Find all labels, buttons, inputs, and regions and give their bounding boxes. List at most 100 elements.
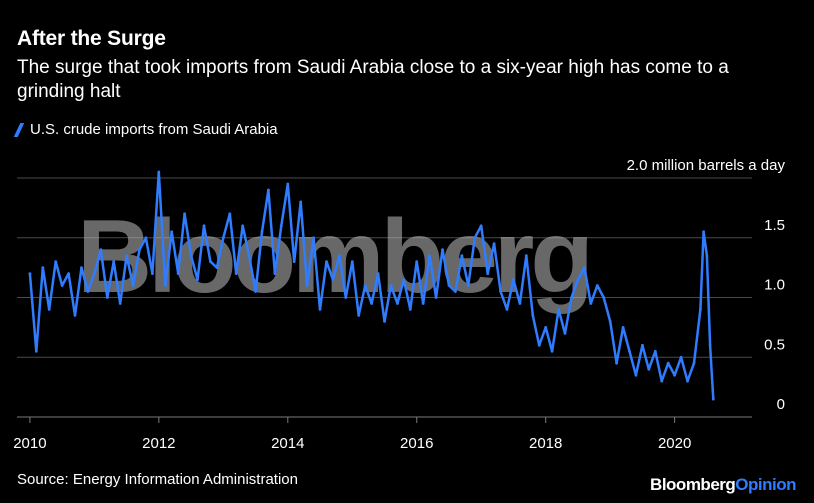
data-point	[454, 290, 457, 293]
data-point	[699, 308, 702, 311]
data-point	[708, 343, 712, 347]
data-point	[189, 254, 193, 258]
y-tick-label: 1.0	[764, 277, 785, 294]
data-point	[589, 302, 593, 305]
data-point	[325, 260, 328, 263]
data-point	[653, 349, 657, 353]
x-tick-label: 2018	[529, 435, 562, 452]
data-point	[396, 302, 399, 305]
data-point	[615, 361, 618, 365]
data-point	[34, 349, 38, 353]
data-point	[383, 320, 386, 323]
data-point	[176, 272, 180, 275]
data-point	[318, 308, 322, 311]
data-point	[131, 284, 135, 287]
data-point	[105, 296, 109, 299]
data-point	[692, 361, 696, 365]
brand-opinion: Opinion	[735, 475, 796, 494]
data-point	[531, 314, 535, 317]
data-point	[524, 254, 528, 258]
data-point	[312, 236, 315, 240]
data-point	[634, 373, 638, 377]
source-note: Source: Energy Information Administratio…	[17, 471, 298, 488]
legend: U.S. crude imports from Saudi Arabia	[13, 121, 278, 138]
data-point	[344, 296, 348, 299]
data-point	[473, 236, 477, 240]
y-tick-label: 1.5	[764, 217, 785, 234]
data-point	[144, 236, 148, 240]
data-point	[666, 361, 670, 365]
data-point	[28, 272, 32, 275]
data-point	[673, 373, 676, 377]
data-point	[41, 266, 45, 269]
data-point	[286, 182, 290, 186]
data-point	[570, 296, 573, 299]
data-point	[254, 290, 257, 293]
data-point	[428, 254, 431, 258]
data-point	[686, 379, 689, 383]
data-point	[157, 170, 161, 174]
data-point	[705, 254, 709, 258]
data-point	[125, 254, 128, 258]
data-point	[641, 343, 644, 347]
x-tick-label: 2012	[142, 435, 175, 452]
data-point	[338, 254, 341, 258]
y-tick-label: 0	[777, 396, 785, 413]
data-point	[170, 230, 174, 234]
data-point	[299, 200, 303, 204]
data-point	[660, 379, 664, 383]
data-point	[408, 308, 412, 311]
data-point	[86, 290, 90, 293]
chart-title: After the Surge	[17, 27, 166, 50]
data-point	[376, 272, 380, 275]
x-tick-label: 2010	[13, 435, 46, 452]
data-point	[118, 302, 122, 305]
data-point	[647, 367, 651, 371]
y-tick-label: 0.5	[764, 336, 785, 353]
data-point	[679, 355, 683, 359]
data-point	[112, 260, 116, 263]
data-point	[563, 332, 567, 335]
data-point	[279, 224, 283, 228]
data-point	[389, 284, 393, 287]
data-point	[499, 290, 502, 293]
data-point	[421, 302, 425, 305]
data-point	[711, 397, 715, 401]
x-tick-label: 2020	[658, 435, 691, 452]
brand-logo: BloombergOpinion	[650, 475, 796, 495]
data-point	[73, 314, 77, 317]
legend-label: U.S. crude imports from Saudi Arabia	[30, 121, 278, 138]
data-point	[138, 248, 141, 252]
data-point	[466, 284, 470, 287]
data-point	[221, 236, 225, 240]
data-point	[628, 349, 631, 353]
data-point	[151, 272, 154, 275]
data-point	[479, 224, 483, 228]
data-point	[209, 260, 212, 263]
data-point	[550, 349, 554, 353]
data-point	[260, 230, 264, 234]
data-point	[512, 278, 515, 281]
data-point	[595, 284, 599, 287]
data-point	[518, 302, 522, 305]
data-point	[54, 260, 58, 263]
data-point	[460, 254, 464, 258]
data-point	[557, 308, 560, 311]
data-point	[331, 278, 335, 281]
y-tick-label: 2.0 million barrels a day	[627, 157, 786, 174]
data-point	[486, 272, 490, 275]
brand-name: Bloomberg	[650, 475, 736, 494]
data-point	[357, 314, 361, 317]
data-point	[292, 260, 296, 263]
data-point	[80, 266, 83, 269]
data-point	[99, 248, 103, 252]
data-point	[241, 224, 245, 228]
data-point	[576, 278, 580, 281]
data-point	[583, 266, 586, 269]
data-point	[196, 278, 199, 281]
data-point	[370, 302, 373, 305]
data-point	[60, 284, 64, 287]
data-point	[202, 224, 206, 228]
data-point	[183, 212, 187, 216]
